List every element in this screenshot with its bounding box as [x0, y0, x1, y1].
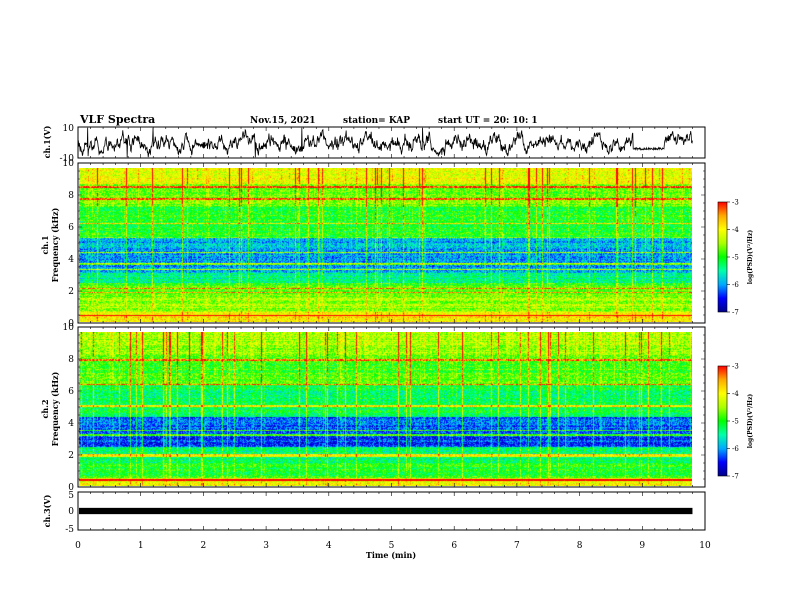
ch3-ytick-mid: 0 — [68, 507, 74, 517]
ch2-colorbar-ticks: -3 -4 -5 -6 -7 — [727, 363, 739, 481]
frequency-tick-label: 8 — [68, 191, 74, 201]
frequency-tick-label: 10 — [63, 323, 75, 333]
ch1-waveform-line — [77, 127, 693, 158]
time-tick-label: 0 — [75, 541, 81, 551]
colorbar-tick-label: -5 — [732, 254, 739, 262]
ch3-waveform-xticks — [77, 492, 706, 530]
ch1-spectrogram-image — [79, 168, 692, 322]
frequency-tick-label: 4 — [68, 419, 74, 429]
ch3-waveform-band — [79, 507, 693, 515]
time-tick-label: 8 — [577, 541, 583, 551]
ch1-waveform-ylabel: ch.1(V) — [42, 125, 52, 158]
ch1-colorbar-gradient — [718, 202, 727, 312]
ch1-waveform-panel: 10 -10 ch.1(V) — [42, 124, 706, 164]
frequency-tick-label: 2 — [68, 451, 74, 461]
ch3-ytick-top: 5 — [68, 491, 74, 501]
ch3-waveform-ylabel: ch.3(V) — [42, 494, 52, 527]
xtick-marks — [77, 163, 706, 323]
time-tick-label: 6 — [451, 541, 457, 551]
colorbar-tick-label: -4 — [732, 226, 739, 234]
ch2-spectrogram-xticks — [77, 327, 706, 487]
ch1-ytick-top: 10 — [63, 124, 75, 134]
ch2-colorbar-label: log(PSD)(V²/Hz) — [747, 394, 754, 449]
ch3-waveform-panel: 5 0 -5 ch.3(V) — [42, 491, 706, 535]
ch1-colorbar-ticks: -3 -4 -5 -6 -7 — [727, 199, 739, 317]
colorbar-tick-label: -3 — [732, 363, 739, 371]
ch2-colorbar: -3 -4 -5 -6 -7 log(PSD)(V²/Hz) — [717, 363, 754, 481]
header-start-time: start UT = 20: 10: 1 — [438, 116, 538, 126]
ytick-marks — [78, 326, 705, 488]
frequency-tick-label: 6 — [68, 223, 74, 233]
ch1-waveform-xticks — [77, 127, 706, 158]
frequency-tick-label: 0 — [68, 483, 74, 493]
time-axis-tick-labels: 0 1 2 3 4 5 6 7 8 9 10 — [75, 541, 711, 551]
frequency-tick-label: 2 — [68, 287, 74, 297]
header-date: Nov.15, 2021 — [250, 116, 316, 126]
colorbar-tick-label: -7 — [732, 473, 739, 481]
ch1-colorbar-label: log(PSD)(V²/Hz) — [747, 230, 754, 285]
frequency-tick-label: 6 — [68, 387, 74, 397]
ytick-marks — [78, 162, 705, 324]
xtick-marks — [77, 127, 706, 158]
ch1-ytick-bottom: -10 — [60, 154, 75, 164]
ch2-colorbar-gradient — [718, 366, 727, 476]
time-tick-label: 2 — [201, 541, 207, 551]
ch1-spectrogram-panel: 0 2 4 6 8 10 ch.1 Frequency (kHz) -3 -4 -5 -6 -7 … — [40, 159, 754, 329]
ch2-spectrogram-ylabel: ch.2 — [40, 399, 50, 418]
time-axis-label: Time (min) — [366, 550, 416, 560]
ch3-ytick-bottom: -5 — [65, 525, 74, 535]
colorbar-tick-label: -6 — [732, 445, 739, 453]
frequency-tick-label: 10 — [63, 159, 75, 169]
ch1-spectrogram-ylabel: ch.1 — [40, 235, 50, 254]
time-tick-label: 10 — [699, 541, 711, 551]
frequency-tick-label: 0 — [68, 319, 74, 329]
ch2-spectrogram-yticks: 0 2 4 6 8 10 — [63, 323, 705, 493]
ch1-colorbar: -3 -4 -5 -6 -7 log(PSD)(V²/Hz) — [717, 199, 754, 317]
time-tick-label: 9 — [639, 541, 645, 551]
time-tick-label: 4 — [326, 541, 332, 551]
colorbar-tick-label: -3 — [732, 199, 739, 207]
frequency-tick-label: 4 — [68, 255, 74, 265]
time-tick-label: 7 — [514, 541, 520, 551]
frequency-tick-label: 8 — [68, 355, 74, 365]
ch1-frequency-label: Frequency (kHz) — [50, 207, 60, 282]
colorbar-tick-label: -5 — [732, 418, 739, 426]
ch2-frequency-label: Frequency (kHz) — [50, 371, 60, 446]
colorbar-tick-label: -7 — [732, 309, 739, 317]
colorbar-tick-label: -4 — [732, 390, 739, 398]
ch1-spectrogram-xticks — [77, 163, 706, 323]
xtick-marks — [77, 492, 706, 530]
ch1-spectrogram-yticks: 0 2 4 6 8 10 — [63, 159, 705, 329]
time-tick-label: 3 — [263, 541, 269, 551]
time-tick-label: 5 — [389, 541, 395, 551]
header-station: station= KAP — [343, 116, 410, 126]
ch2-spectrogram-panel: 0 2 4 6 8 10 ch.2 Frequency (kHz) -3 -4 -5 -6 -7 … — [40, 323, 754, 493]
xtick-marks — [77, 327, 706, 487]
time-tick-label: 1 — [138, 541, 144, 551]
figure-title: VLF Spectra — [79, 113, 155, 126]
colorbar-tick-label: -6 — [732, 281, 739, 289]
ch2-spectrogram-image — [79, 332, 692, 486]
